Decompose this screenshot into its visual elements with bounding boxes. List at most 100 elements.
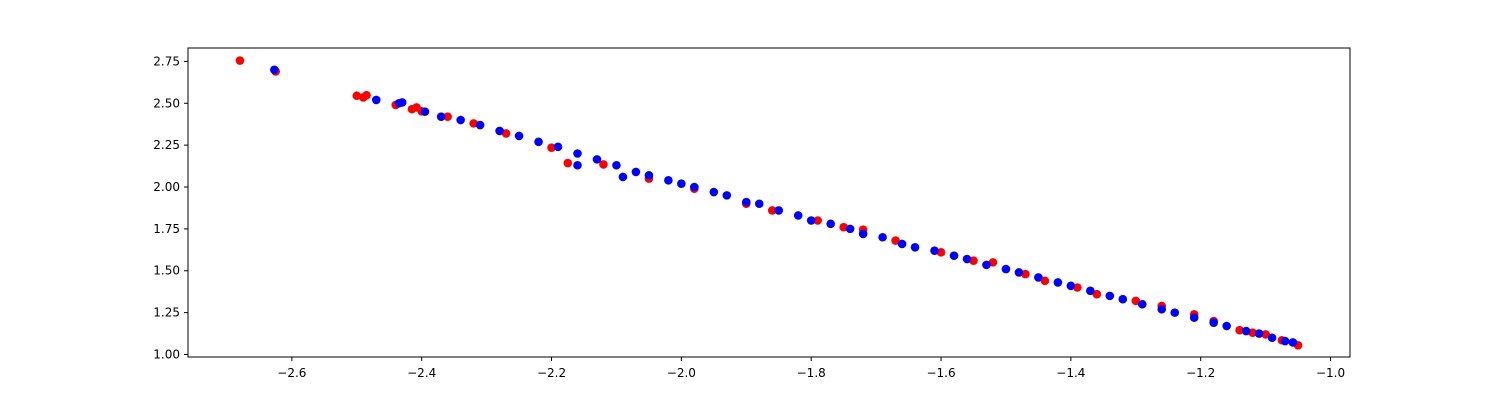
- scatter-point: [456, 115, 465, 125]
- scatter-point: [754, 199, 764, 209]
- scatter-point: [1280, 336, 1290, 346]
- y-tick-label: 1.00: [153, 347, 180, 361]
- scatter-point: [1053, 278, 1063, 287]
- scatter-point: [806, 216, 816, 225]
- scatter-point: [1021, 269, 1030, 279]
- scatter-point: [897, 239, 907, 249]
- scatter-point: [1137, 299, 1147, 309]
- scatter-point: [612, 160, 621, 170]
- scatter-point: [1261, 330, 1270, 339]
- plot-area-frame: [187, 47, 1351, 358]
- scatter-point: [553, 142, 563, 152]
- x-tick-label: −1.4: [1056, 366, 1085, 380]
- y-tick-label: 1.50: [153, 264, 180, 278]
- scatter-point: [677, 179, 686, 188]
- scatter-point: [475, 120, 485, 130]
- scatter-point: [436, 112, 446, 121]
- scatter-point: [534, 137, 543, 147]
- scatter-point: [793, 211, 803, 220]
- scatter-point: [982, 260, 991, 270]
- scatter-point: [1254, 329, 1264, 338]
- x-tick-label: −2.4: [407, 366, 436, 380]
- scatter-point: [1241, 326, 1251, 336]
- scatter-point: [1209, 318, 1218, 327]
- x-tick-label: −1.0: [1316, 366, 1345, 380]
- scatter-point: [501, 129, 511, 138]
- scatter-point: [878, 232, 887, 242]
- y-tick-label: 2.00: [153, 180, 180, 194]
- scatter-point: [690, 182, 699, 192]
- x-tick-label: −1.8: [797, 366, 826, 380]
- scatter-point: [1235, 325, 1244, 335]
- scatter-point: [709, 187, 719, 197]
- scatter-point: [988, 258, 998, 267]
- scatter-point: [767, 206, 777, 215]
- scatter-point: [1222, 321, 1231, 331]
- y-axis: 1.00 1.25 1.50 1.75 2.00 2.25 2.50 2.75: [153, 54, 188, 361]
- scatter-point: [1288, 338, 1298, 347]
- scatter-point: [1092, 289, 1102, 299]
- scatter-point: [1014, 268, 1024, 277]
- scatter-point: [514, 131, 524, 141]
- scatter-point: [1170, 308, 1180, 317]
- scatter-point: [936, 248, 946, 257]
- x-tick-label: −2.0: [667, 366, 696, 380]
- scatter-point: [1189, 313, 1199, 322]
- scatter-point: [1157, 304, 1167, 314]
- scatter-point: [1105, 291, 1115, 301]
- scatter-point: [949, 251, 959, 260]
- scatter-point: [1118, 294, 1128, 304]
- y-tick-label: 1.75: [153, 222, 180, 236]
- scatter-point: [599, 160, 608, 169]
- x-tick-label: −2.2: [537, 366, 566, 380]
- scatter-point: [891, 236, 900, 245]
- scatter-point: [573, 149, 582, 158]
- scatter-point: [826, 219, 835, 229]
- scatter-point: [618, 172, 628, 182]
- scatter-point: [1073, 283, 1082, 292]
- scatter-point: [362, 90, 371, 100]
- scatter-point: [270, 65, 279, 75]
- scatter-point: [397, 98, 407, 107]
- points-layer: [235, 56, 1303, 350]
- scatter-point: [741, 197, 751, 207]
- scatter-point: [969, 256, 978, 266]
- scatter-point: [1066, 281, 1076, 291]
- scatter-point: [495, 126, 504, 136]
- y-tick-label: 1.25: [153, 306, 180, 320]
- scatter-point: [420, 107, 430, 116]
- scatter-point: [910, 243, 920, 252]
- scatter-point: [631, 167, 641, 177]
- scatter-point: [1086, 286, 1095, 296]
- scatter-point: [1034, 273, 1043, 282]
- x-tick-label: −2.6: [277, 366, 306, 380]
- scatter-point: [547, 143, 556, 152]
- scatter-point: [1001, 264, 1011, 274]
- x-tick-label: −1.2: [1186, 366, 1215, 380]
- scatter-point: [858, 229, 868, 239]
- y-tick-label: 2.75: [153, 54, 180, 68]
- scatter-point: [845, 224, 855, 234]
- scatter-point: [443, 112, 452, 121]
- scatter-point: [1267, 333, 1277, 343]
- scatter-point: [644, 170, 654, 180]
- x-tick-label: −1.6: [926, 366, 955, 380]
- scatter-point: [664, 176, 673, 185]
- x-axis: −2.6 −2.4 −2.2 −2.0 −1.8 −1.6 −1.4 −1.2 −1.0: [277, 357, 1345, 380]
- scatter-point: [1131, 296, 1141, 306]
- scatter-point: [592, 155, 602, 164]
- scatter-point: [563, 158, 573, 168]
- scatter-point: [371, 95, 381, 105]
- scatter-point: [352, 91, 362, 101]
- scatter-point: [962, 254, 972, 264]
- scatter-point: [930, 246, 939, 255]
- scatter-point: [1040, 276, 1050, 286]
- scatter-point: [839, 222, 848, 232]
- y-tick-label: 2.25: [153, 138, 180, 152]
- scatter-point: [573, 160, 582, 170]
- scatter-point: [235, 56, 245, 65]
- scatter-point: [722, 191, 732, 200]
- y-tick-label: 2.50: [153, 96, 180, 110]
- scatter-point: [1248, 328, 1257, 338]
